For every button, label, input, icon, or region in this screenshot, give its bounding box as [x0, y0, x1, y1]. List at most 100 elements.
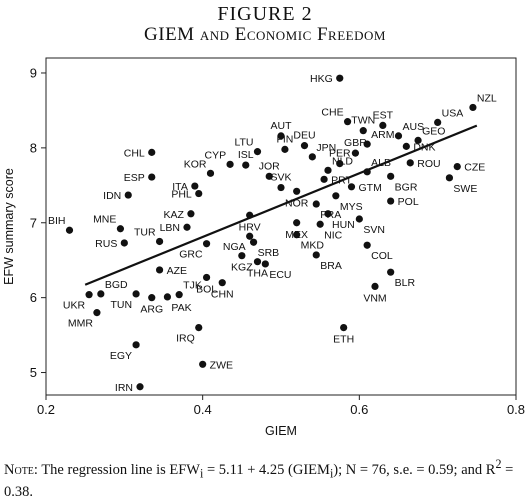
point-label-vnm: VNM: [363, 292, 386, 304]
figure-number: FIGURE 2: [217, 3, 313, 25]
data-point-mys: [332, 192, 340, 200]
data-point-tjk: [175, 291, 183, 299]
data-point-twn: [359, 127, 367, 135]
data-point-hrv: [246, 211, 254, 219]
data-point-ita: [191, 182, 199, 190]
point-label-kaz: KAZ: [163, 209, 184, 221]
data-point-cze: [453, 162, 461, 171]
point-label-cze: CZE: [464, 162, 485, 174]
point-label-grc: GRC: [179, 249, 203, 261]
data-point-bol: [202, 273, 211, 282]
point-label-che: CHE: [321, 107, 343, 119]
data-point-ltu: [253, 148, 262, 156]
data-point-dnk: [402, 142, 410, 150]
data-point-lbn: [183, 223, 191, 231]
point-label-bra: BRA: [320, 260, 342, 272]
data-point-usa: [434, 118, 442, 127]
data-point-svk: [277, 183, 285, 192]
note-subscript-2: i: [329, 466, 334, 481]
point-label-ltu: LTU: [234, 137, 253, 149]
data-point-arm: [363, 140, 371, 148]
data-point-phl: [195, 189, 203, 198]
data-point-fra: [312, 200, 320, 208]
y-tick-label: 6: [30, 290, 37, 305]
note-text-1: The regression line is EFW: [41, 461, 200, 478]
point-label-fin: FIN: [276, 133, 293, 145]
point-label-hrv: HRV: [239, 221, 261, 233]
data-point-pol: [387, 197, 395, 205]
point-label-mkd: MKD: [301, 240, 325, 252]
data-point-zwe: [199, 360, 207, 368]
data-point-cyp: [226, 160, 234, 168]
data-point-nic: [316, 220, 324, 228]
data-point-bgr: [387, 172, 395, 180]
data-point-tun: [132, 290, 140, 298]
data-point-aze: [155, 266, 164, 274]
data-point-mkd: [293, 231, 301, 239]
data-point-aut: [277, 132, 285, 140]
point-label-pol: POL: [398, 196, 419, 208]
data-point-ecu: [261, 260, 269, 268]
point-label-svn: SVN: [363, 224, 385, 236]
point-label-chn: CHN: [211, 289, 234, 301]
data-point-irq: [195, 324, 203, 332]
note-prefix: Note:: [4, 461, 38, 478]
note-text-4: = 0.38.: [4, 461, 514, 500]
point-label-srb: SRB: [258, 247, 280, 259]
data-point-rou: [406, 159, 414, 167]
y-tick-label: 8: [30, 140, 37, 155]
point-label-arg: ARG: [140, 304, 163, 316]
figure-title: GIEM and Economic Freedom: [144, 24, 386, 45]
point-label-irn: IRN: [115, 382, 133, 394]
point-label-usa: USA: [442, 107, 464, 119]
data-point-kgz: [238, 252, 246, 260]
data-point-chn: [218, 279, 226, 287]
point-label-geo: GEO: [422, 125, 445, 137]
point-label-chl: CHL: [124, 147, 145, 159]
point-label-deu: DEU: [293, 130, 315, 142]
data-point-srb: [249, 238, 258, 246]
data-point-bgd: [97, 290, 105, 298]
data-point-geo: [414, 136, 422, 144]
point-label-svk: SVK: [270, 172, 291, 184]
note-text-3: ); N = 76, s.e. = 0.59; and R: [333, 461, 496, 478]
point-label-esp: ESP: [124, 172, 145, 184]
data-point-nzl: [469, 103, 477, 112]
point-label-prt: PRT: [331, 174, 352, 186]
point-label-per: PER: [329, 148, 351, 160]
point-label-ecu: ECU: [269, 269, 291, 281]
point-label-bol: BOL: [196, 283, 217, 295]
point-label-nld: NLD: [332, 155, 353, 167]
figure-note: Note: The regression line is EFWi = 5.11…: [4, 455, 524, 501]
data-point-che: [343, 118, 352, 126]
data-point-est: [379, 121, 387, 129]
point-label-tur: TUR: [134, 226, 156, 238]
point-label-col: COL: [371, 250, 393, 262]
data-point-rus: [120, 239, 128, 247]
point-label-nic: NIC: [324, 229, 343, 241]
point-label-twn: TWN: [351, 115, 375, 127]
point-label-bih: BIH: [48, 215, 66, 227]
y-tick-label: 9: [30, 65, 37, 80]
y-axis: 5 6 7 8 9: [30, 65, 46, 380]
x-tick-label: 0.4: [194, 402, 212, 417]
data-point-nld: [324, 166, 332, 174]
data-point-alb: [363, 168, 371, 176]
data-point-bih: [65, 226, 74, 234]
point-label-tjk: TJK: [183, 280, 202, 292]
data-point-jpn: [308, 153, 316, 161]
point-label-zwe: ZWE: [210, 359, 233, 371]
data-point-tha: [253, 258, 262, 266]
data-point-mne: [116, 225, 125, 233]
point-label-idn: IDN: [103, 190, 121, 202]
data-point-isl: [242, 161, 250, 169]
data-point-mex: [293, 219, 301, 227]
point-label-jpn: JPN: [316, 142, 336, 154]
point-label-bgr: BGR: [395, 181, 418, 193]
x-axis: 0.2 0.4 0.6 0.8: [37, 395, 525, 417]
point-label-ita: ITA: [172, 181, 188, 193]
data-point-kor: [206, 169, 215, 177]
point-label-tun: TUN: [110, 299, 132, 311]
point-label-egy: EGY: [110, 350, 132, 362]
